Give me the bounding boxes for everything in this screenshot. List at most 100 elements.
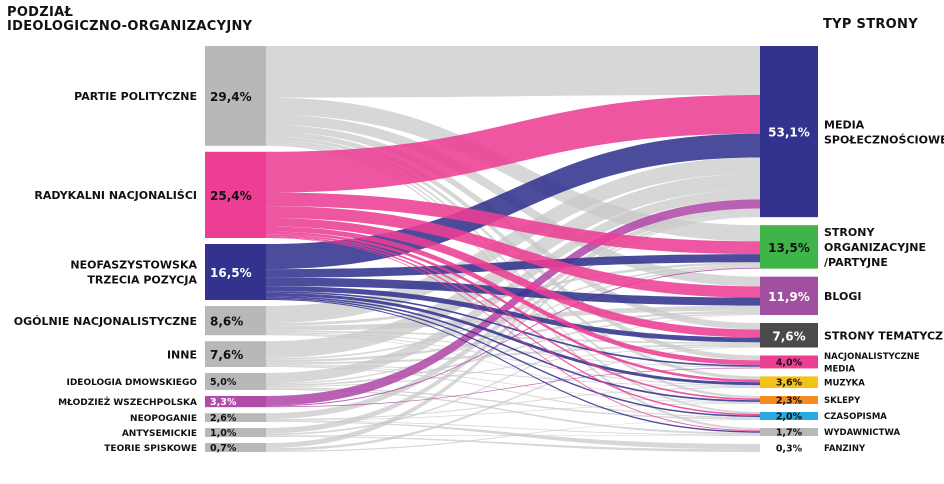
flow-radykalni-to-sklepy	[266, 234, 760, 401]
source-label-radykalni: RADYKALNI NACJONALIŚCI	[34, 189, 197, 202]
flow-ogolnie-to-muzyka	[266, 333, 760, 387]
target-label-blogi: BLOGI	[824, 290, 861, 303]
flow-mlodziez-to-media_spol	[266, 199, 760, 406]
flow-inne-to-sklepy	[266, 365, 760, 404]
source-value-inne: 7,6%	[210, 348, 243, 362]
target-node-media_spol	[760, 46, 818, 218]
flow-radykalni-to-media_spol	[266, 94, 760, 193]
target-value-blogi: 11,9%	[768, 290, 810, 304]
flow-ogolnie-to-blogi	[266, 305, 760, 331]
source-label-dmowski: IDEOLOGIA DMOWSKIEGO	[66, 378, 197, 388]
target-node-czasopisma	[760, 412, 818, 420]
target-node-nacj_media	[760, 355, 818, 369]
target-label-fanziny: FANZINY	[824, 444, 866, 454]
target-node-strony_org	[760, 225, 818, 269]
target-value-muzyka: 3,6%	[776, 378, 803, 389]
flow-neopoganie-to-wydawnictwa	[266, 420, 760, 436]
flow-ogolnie-to-sklepy	[266, 334, 760, 403]
source-node-neofaszyst	[205, 244, 266, 301]
source-label-spiskowe: TEORIE SPISKOWE	[104, 444, 197, 454]
source-node-radykalni	[205, 151, 266, 239]
flow-ogolnie-to-nacj_media	[266, 332, 760, 368]
target-label-czasopisma: CZASOPISMA	[824, 412, 887, 422]
source-value-dmowski: 5,0%	[210, 377, 237, 388]
source-value-neofaszyst: 16,5%	[210, 266, 252, 280]
flow-radykalni-to-strony_org	[266, 192, 760, 255]
target-value-wydawnictwa: 1,7%	[776, 428, 803, 439]
source-node-antysemickie	[205, 428, 266, 437]
flow-antysemickie-to-blogi	[266, 314, 760, 436]
flow-neofaszyst-to-czasopisma	[266, 297, 760, 417]
target-label-media_spol-2: SPOŁECZNOŚCIOWE	[824, 133, 944, 146]
source-value-mlodziez: 3,3%	[210, 397, 237, 408]
flow-dmowski-to-wydawnictwa	[266, 388, 760, 435]
nodes-layer	[205, 46, 818, 452]
labels-layer: 29,4% PARTIE POLITYCZNE 25,4% RADYKALNI NAC…	[14, 90, 944, 455]
flow-antysemickie-to-media_spol	[266, 213, 760, 434]
target-node-strony_tem	[760, 323, 818, 348]
flow-partie-to-strony_org	[266, 97, 760, 242]
flow-inne-to-czasopisma	[266, 365, 760, 419]
target-label-strony_org-1: STRONY	[824, 226, 875, 239]
flow-radykalni-to-nacj_media	[266, 226, 760, 366]
target-node-wydawnictwa	[760, 428, 818, 436]
target-label-muzyka: MUZYKA	[824, 378, 865, 388]
flow-neofaszyst-to-blogi	[266, 277, 760, 306]
source-value-neopoganie: 2,6%	[210, 413, 237, 424]
flow-spiskowe-to-strony_tem	[266, 346, 760, 451]
flow-neopoganie-to-fanziny	[266, 421, 760, 450]
flow-dmowski-to-strony_tem	[266, 345, 760, 388]
target-value-media_spol: 53,1%	[768, 126, 810, 140]
target-value-strony_org: 13,5%	[768, 241, 810, 255]
left-header-line2: IDEOLOGICZNO-ORGANIZACYJNY	[7, 19, 253, 34]
source-node-partie	[205, 46, 266, 146]
target-label-strony_org-2: ORGANIZACYJNE	[824, 241, 926, 254]
source-node-mlodziez	[205, 395, 266, 408]
source-label-antysemickie: ANTYSEMICKIE	[122, 429, 197, 439]
flow-antysemickie-to-fanziny	[266, 436, 760, 452]
source-node-neopoganie	[205, 413, 266, 422]
source-value-ogolnie: 8,6%	[210, 315, 243, 329]
flow-inne-to-muzyka	[266, 364, 760, 388]
target-node-muzyka	[760, 376, 818, 388]
flow-neofaszyst-to-nacj_media	[266, 291, 760, 367]
source-node-spiskowe	[205, 443, 266, 452]
flow-mlodziez-to-nacj_media	[266, 367, 760, 408]
flow-ogolnie-to-media_spol	[266, 157, 760, 323]
flow-dmowski-to-czasopisma	[266, 387, 760, 420]
flow-spiskowe-to-media_spol	[266, 215, 760, 449]
flow-radykalni-to-blogi	[266, 206, 760, 298]
source-label-mlodziez: MŁODZIEŻ WSZECHPOLSKA	[58, 397, 197, 408]
flow-partie-to-nacj_media	[266, 131, 760, 361]
source-label-ogolnie: OGÓLNIE NACJONALISTYCZNE	[14, 315, 197, 328]
source-value-partie: 29,4%	[210, 90, 252, 104]
flow-mlodziez-to-strony_org	[266, 267, 760, 407]
target-label-strony_tem: STRONY TEMATYCZNE	[824, 329, 944, 342]
target-label-strony_org-3: /PARTYJNE	[824, 256, 888, 269]
source-node-inne	[205, 341, 266, 368]
right-header: TYP STRONY	[823, 18, 918, 32]
flow-neofaszyst-to-strony_tem	[266, 286, 760, 343]
target-value-sklepy: 2,3%	[776, 396, 803, 407]
right-header-text: TYP STRONY	[823, 17, 918, 32]
source-node-dmowski	[205, 373, 266, 390]
source-label-partie: PARTIE POLITYCZNE	[74, 90, 197, 103]
target-value-czasopisma: 2,0%	[776, 412, 803, 423]
flows-layer	[266, 46, 760, 452]
target-value-nacj_media: 4,0%	[776, 357, 803, 368]
source-value-radykalni: 25,4%	[210, 189, 252, 203]
flow-neofaszyst-to-strony_org	[266, 254, 760, 278]
left-header: PODZIAŁ IDEOLOGICZNO-ORGANIZACYJNY	[7, 6, 252, 34]
flow-neofaszyst-to-muzyka	[266, 292, 760, 386]
flow-radykalni-to-strony_tem	[266, 217, 760, 338]
target-value-fanziny: 0,3%	[776, 444, 803, 455]
left-header-line1: PODZIAŁ	[7, 5, 74, 20]
source-label-neopoganie: NEOPOGANIE	[130, 414, 197, 424]
flow-radykalni-to-wydawnictwa	[266, 237, 760, 432]
source-value-antysemickie: 1,0%	[210, 428, 237, 439]
flow-neofaszyst-to-sklepy	[266, 295, 760, 402]
flow-neofaszyst-to-wydawnictwa	[266, 298, 760, 433]
source-value-spiskowe: 0,7%	[210, 443, 237, 454]
target-label-wydawnictwa: WYDAWNICTWA	[824, 428, 900, 438]
